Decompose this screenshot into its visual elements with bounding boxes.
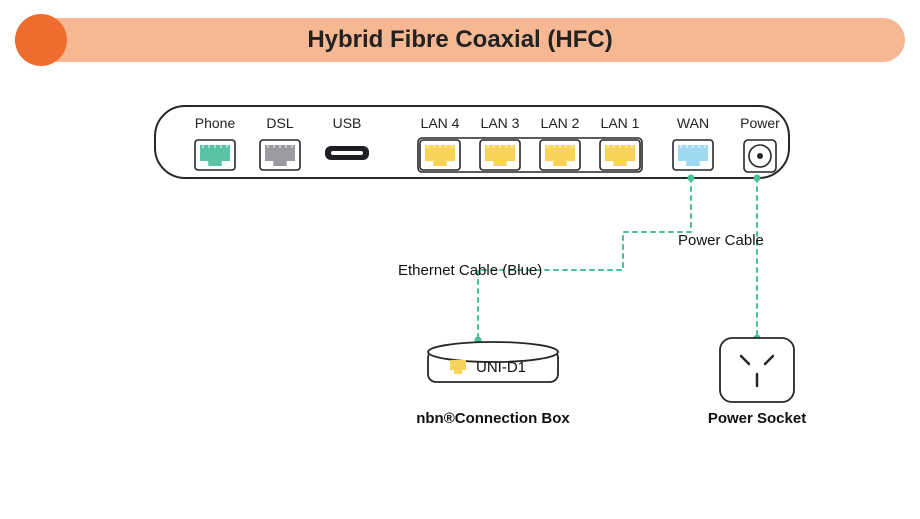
port-label-lan3: LAN 3 xyxy=(470,115,530,131)
nbn-box-label: nbn®Connection Box xyxy=(408,410,578,427)
port-label-usb: USB xyxy=(317,115,377,131)
power-cable-label: Power Cable xyxy=(678,232,764,249)
power-socket-label: Power Socket xyxy=(700,410,814,427)
hfc-wiring-diagram: UNI-D1 xyxy=(0,0,920,519)
port-label-power: Power xyxy=(730,115,790,131)
ethernet-cable xyxy=(478,178,691,340)
port-label-wan: WAN xyxy=(663,115,723,131)
ethernet-cable-label: Ethernet Cable (Blue) xyxy=(398,262,542,279)
nbn-connection-box: UNI-D1 xyxy=(428,342,558,382)
port-label-lan1: LAN 1 xyxy=(590,115,650,131)
port-label-lan4: LAN 4 xyxy=(410,115,470,131)
power-socket xyxy=(720,338,794,402)
port-label-lan2: LAN 2 xyxy=(530,115,590,131)
port-label-phone: Phone xyxy=(185,115,245,131)
nbn-port-label: UNI-D1 xyxy=(476,359,526,376)
port-label-dsl: DSL xyxy=(250,115,310,131)
